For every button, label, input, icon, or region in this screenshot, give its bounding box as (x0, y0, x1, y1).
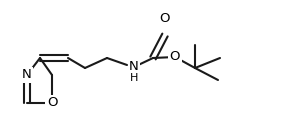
Text: N: N (22, 68, 32, 81)
Text: O: O (47, 97, 57, 110)
Text: O: O (170, 51, 180, 63)
Text: O: O (160, 11, 170, 25)
Text: N: N (129, 61, 139, 73)
Text: H: H (130, 73, 138, 83)
